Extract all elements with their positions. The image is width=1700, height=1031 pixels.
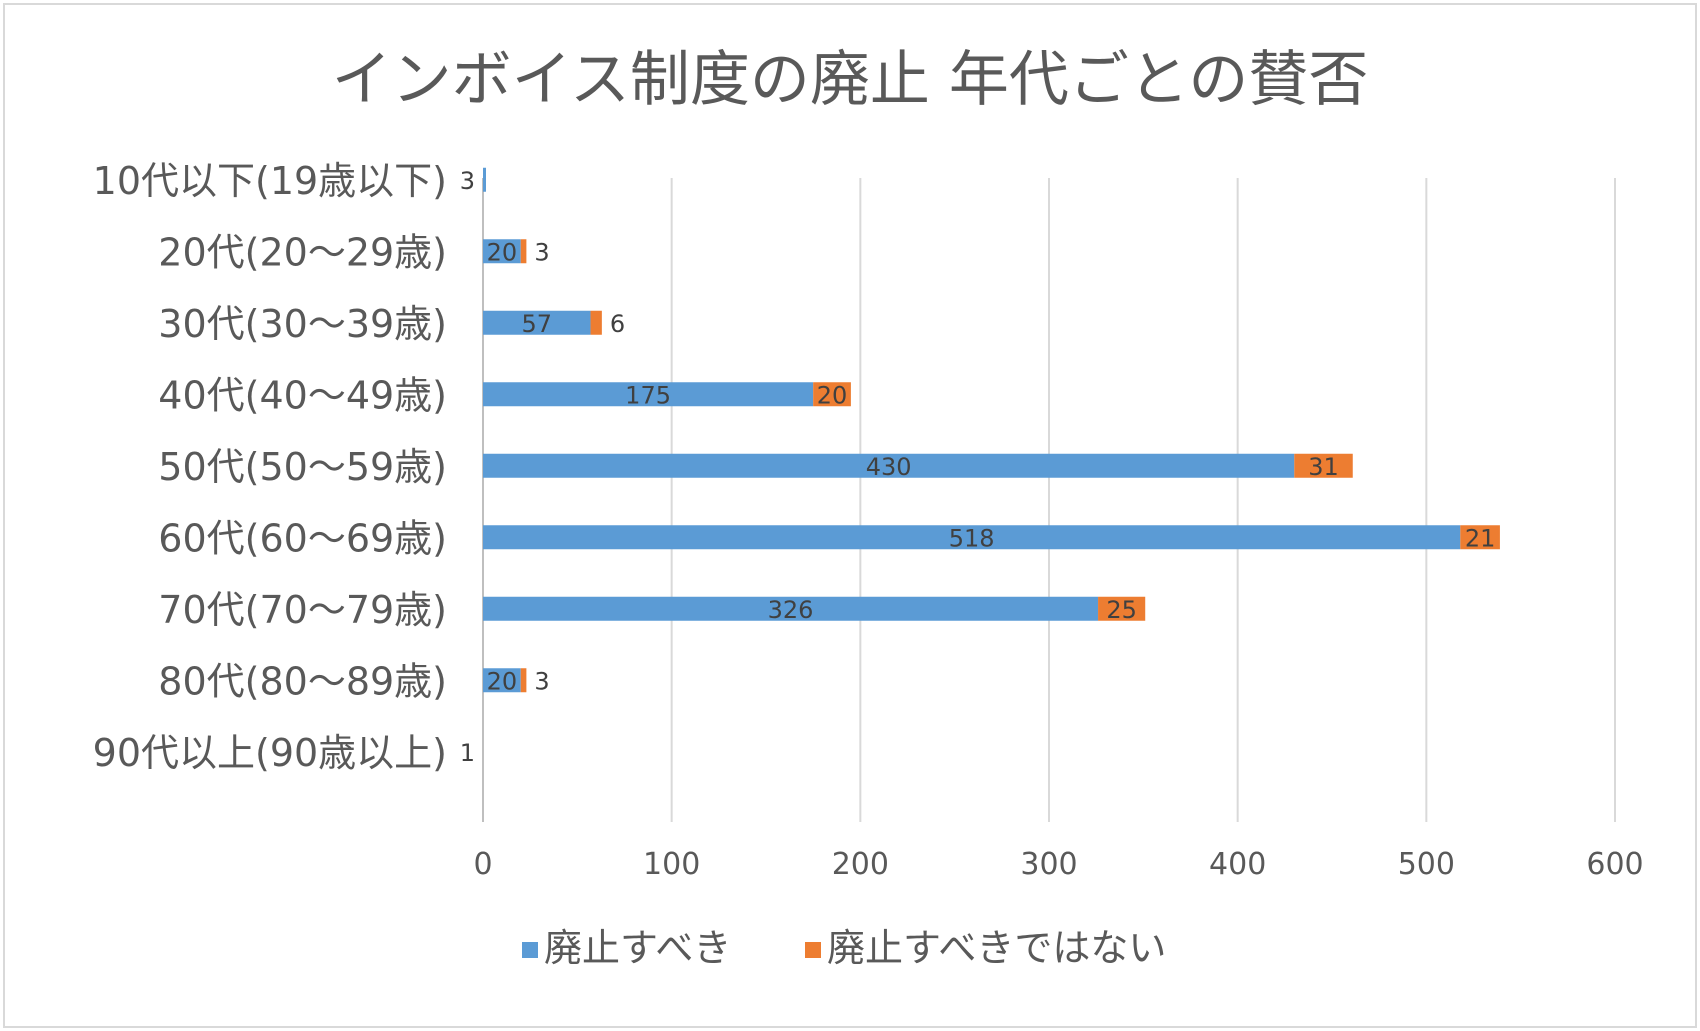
x-tick-label: 500 (1398, 847, 1455, 882)
data-label: 31 (1308, 453, 1339, 481)
bar-not-abolish (1098, 596, 1146, 621)
bar-not-abolish (590, 310, 602, 335)
legend-label-not-abolish: 廃止すべきではない (827, 926, 1166, 970)
data-label: 3 (534, 238, 549, 266)
data-label: 3 (534, 667, 549, 695)
y-category-label: 20代(20～29歳) (158, 230, 447, 274)
data-label: 20 (487, 667, 518, 695)
bar-abolish (483, 167, 486, 192)
x-tick-label: 0 (473, 847, 492, 882)
y-category-label: 60代(60～69歳) (158, 516, 447, 560)
legend-label-abolish: 廃止すべき (544, 926, 731, 970)
legend-swatch-abolish (522, 942, 538, 958)
bar-abolish (483, 596, 1099, 621)
bars-layer (483, 167, 1500, 693)
legend: 廃止すべき 廃止すべきではない (522, 926, 1166, 970)
bar-abolish (483, 239, 521, 264)
x-axis: 0 100 200 300 400 500 600 (473, 847, 1643, 882)
data-label: 1 (460, 739, 475, 767)
y-category-label: 30代(30～39歳) (158, 302, 447, 346)
legend-swatch-not-abolish (805, 942, 821, 958)
y-axis: 10代以下(19歳以下) 20代(20～29歳) 30代(30～39歳) 40代(40… (93, 159, 447, 775)
data-label: 20 (487, 238, 518, 266)
bar-abolish (483, 525, 1461, 550)
y-category-label: 50代(50～59歳) (158, 445, 447, 489)
x-tick-label: 200 (832, 847, 889, 882)
bar-not-abolish (813, 382, 851, 407)
data-label: 3 (460, 167, 475, 195)
y-category-label: 10代以下(19歳以下) (93, 159, 447, 203)
x-tick-label: 400 (1209, 847, 1266, 882)
bar-not-abolish (520, 668, 527, 693)
y-category-label: 80代(80～89歳) (158, 659, 447, 703)
data-label: 20 (817, 381, 848, 409)
data-label: 518 (949, 524, 995, 552)
bar-not-abolish (1460, 525, 1500, 550)
y-category-label: 70代(70～79歳) (158, 588, 447, 632)
data-label: 175 (625, 381, 671, 409)
data-label: 21 (1465, 524, 1496, 552)
bar-abolish (483, 453, 1295, 478)
y-category-label: 90代以上(90歳以上) (93, 731, 447, 775)
x-tick-label: 300 (1020, 847, 1077, 882)
data-label: 6 (610, 310, 625, 338)
x-tick-label: 100 (643, 847, 700, 882)
chart-border (3, 3, 1697, 1028)
bar-not-abolish (1294, 453, 1353, 478)
data-label: 430 (866, 453, 912, 481)
bar-not-abolish (520, 239, 527, 264)
grid-layer (482, 178, 1616, 822)
bar-abolish (483, 310, 591, 335)
bar-abolish (483, 668, 521, 693)
y-category-label: 40代(40～49歳) (158, 373, 447, 417)
data-label: 326 (768, 596, 814, 624)
bar-abolish (483, 382, 814, 407)
data-label: 57 (521, 310, 552, 338)
x-tick-label: 600 (1586, 847, 1643, 882)
chart-title: インボイス制度の廃止 年代ごとの賛否 (332, 45, 1369, 115)
data-label: 25 (1106, 596, 1137, 624)
